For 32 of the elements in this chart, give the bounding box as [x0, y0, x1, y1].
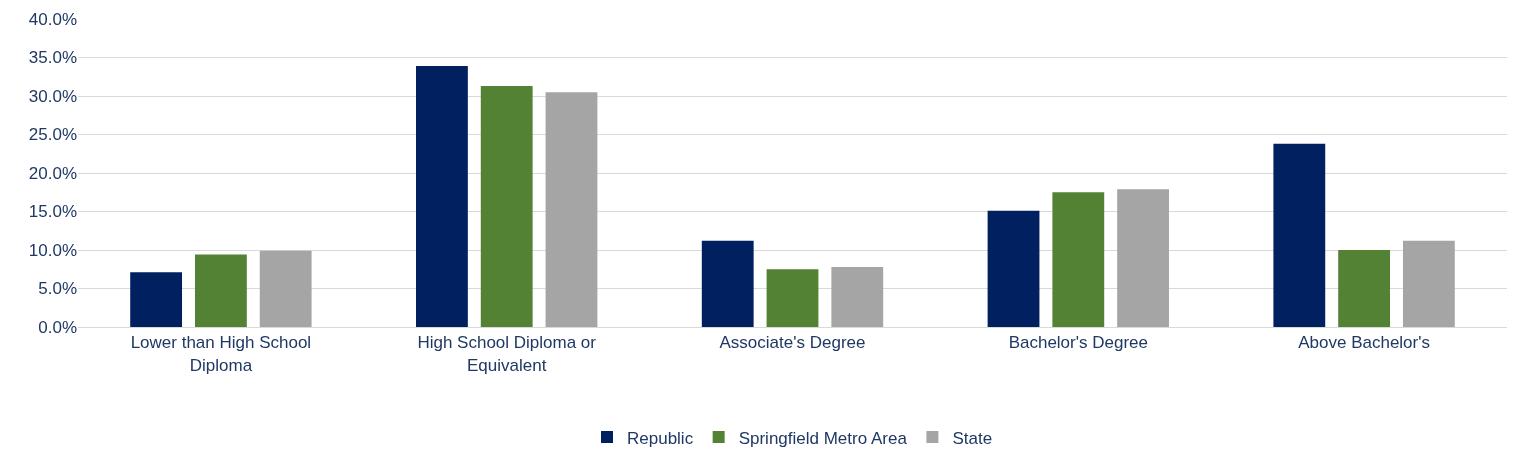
bar [130, 272, 183, 327]
bar [194, 254, 247, 327]
bar [701, 240, 754, 327]
bar [987, 210, 1040, 327]
legend-label: State [952, 428, 993, 448]
bar [480, 85, 533, 327]
legend-label: Springfield Metro Area [738, 428, 908, 448]
y-tick-label: 40.0% [28, 9, 77, 29]
bar [831, 266, 884, 327]
legend-label: Republic [627, 428, 694, 448]
y-tick-label: 15.0% [28, 202, 77, 222]
y-tick-label: 20.0% [28, 163, 77, 183]
bar [1402, 240, 1455, 327]
y-tick-label: 0.0% [38, 317, 77, 337]
x-tick-label: Bachelor's Degree [1008, 333, 1148, 353]
y-tick-label: 10.0% [28, 240, 77, 260]
x-tick-label: Associate's Degree [719, 333, 866, 353]
bar [1052, 192, 1105, 327]
bar [766, 269, 819, 327]
y-tick-label: 5.0% [38, 279, 77, 299]
x-tick-label: Above Bachelor's [1298, 333, 1430, 353]
y-tick-label: 35.0% [28, 48, 77, 68]
bar [1273, 143, 1326, 327]
bar [1338, 250, 1391, 327]
bar [545, 92, 598, 327]
x-tick-label: Lower than High School Diploma [130, 333, 312, 375]
x-tick-label: High School Diploma or Equivalent [417, 333, 597, 375]
bar [259, 250, 312, 327]
y-tick-label: 30.0% [28, 86, 77, 106]
bar [416, 65, 468, 327]
bar [1117, 189, 1169, 327]
y-tick-label: 25.0% [28, 125, 77, 145]
